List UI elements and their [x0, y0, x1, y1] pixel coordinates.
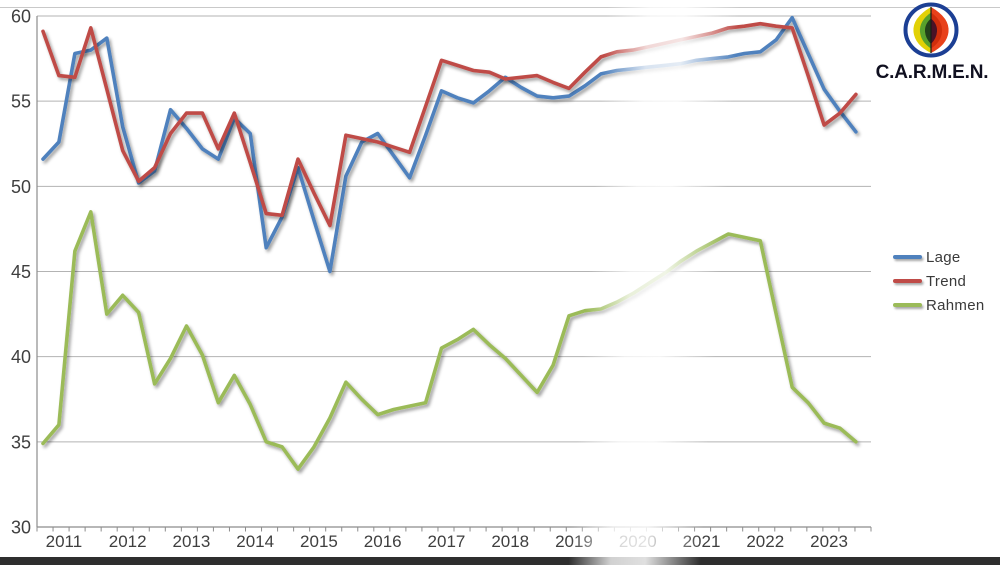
x-axis-year-label: 2016: [364, 532, 402, 551]
y-axis-tick-label: 50: [11, 177, 31, 197]
x-axis-year-label: 2021: [683, 532, 721, 551]
legend-label-trend: Trend: [926, 272, 967, 290]
legend-label-rahmen: Rahmen: [926, 296, 985, 314]
bottom-border-bar: [0, 557, 1000, 565]
x-axis-year-label: 2018: [491, 532, 529, 551]
y-axis-tick-label: 35: [11, 432, 31, 452]
top-border-line: [0, 7, 1000, 8]
rahmen-line-swatch: [893, 303, 922, 307]
y-axis-tick-label: 40: [11, 347, 31, 367]
x-axis-year-label: 2015: [300, 532, 338, 551]
x-axis-year-label: 2011: [46, 532, 83, 551]
x-axis-year-label: 2023: [810, 532, 848, 551]
legend: Lage Trend Rahmen: [893, 245, 985, 317]
x-axis-year-label: 2012: [109, 532, 147, 551]
legend-item-lage: Lage: [893, 245, 985, 269]
carmen-logo: C.A.R.M.E.N.: [862, 0, 1000, 92]
x-axis-year-label: 2013: [173, 532, 211, 551]
x-axis-year-label: 2017: [428, 532, 466, 551]
x-axis-year-label: 2019: [555, 532, 593, 551]
y-axis-tick-label: 55: [11, 92, 31, 112]
x-axis-year-label: 2020: [619, 532, 657, 551]
carmen-logo-text: C.A.R.M.E.N.: [875, 62, 989, 83]
legend-item-trend: Trend: [893, 269, 985, 293]
x-axis-year-label: 2014: [236, 532, 274, 551]
y-axis-tick-label: 45: [11, 262, 31, 282]
y-axis-tick-label: 60: [11, 7, 31, 27]
legend-label-lage: Lage: [926, 248, 961, 266]
legend-item-rahmen: Rahmen: [893, 293, 985, 317]
carmen-emblem-icon: [903, 2, 959, 58]
series-line-rahmen: [41, 210, 858, 471]
lage-line-swatch: [893, 255, 922, 259]
y-axis-tick-label: 30: [11, 518, 31, 538]
x-axis-year-label: 2022: [746, 532, 784, 551]
trend-line-swatch: [893, 279, 922, 283]
